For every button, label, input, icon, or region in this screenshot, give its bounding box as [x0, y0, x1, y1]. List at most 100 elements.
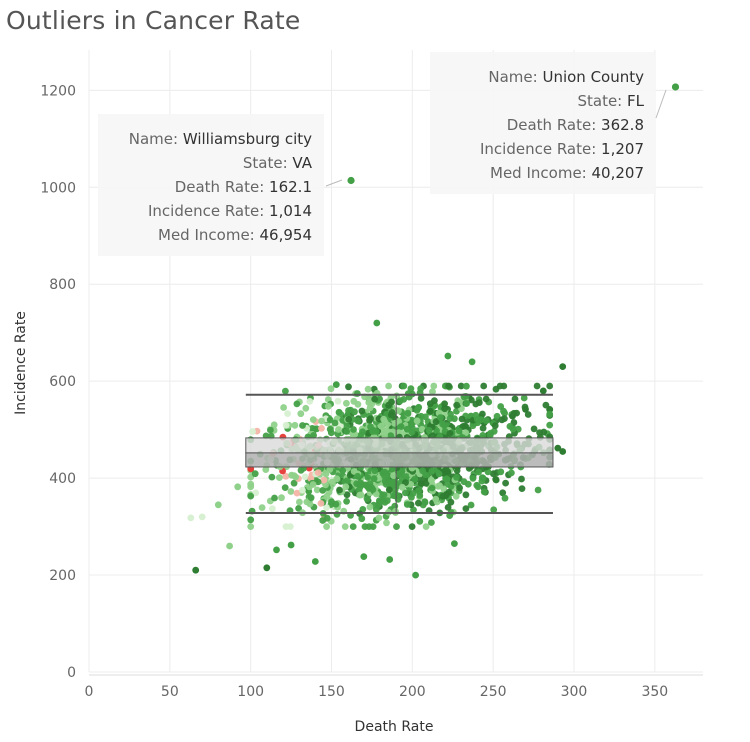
x-tick-label: 150	[318, 684, 345, 700]
data-point	[271, 494, 278, 502]
y-axis-title: Incidence Rate	[13, 311, 29, 415]
data-point	[282, 421, 290, 429]
data-point	[468, 358, 476, 366]
data-point	[371, 395, 379, 403]
data-point	[402, 489, 409, 497]
annotation-key: Name:	[129, 130, 183, 148]
data-point	[364, 385, 372, 393]
data-point	[282, 472, 290, 480]
x-tick-label: 0	[85, 684, 94, 700]
data-point	[366, 503, 374, 511]
data-point	[475, 399, 483, 406]
data-point	[432, 418, 440, 426]
data-point	[361, 523, 369, 530]
data-point	[426, 407, 434, 415]
data-point	[499, 489, 507, 497]
annotation-line: State: VA	[243, 154, 313, 172]
y-tick-label: 1200	[40, 83, 76, 99]
data-point	[546, 410, 554, 418]
data-point	[291, 421, 299, 429]
data-point	[335, 408, 343, 416]
data-point	[314, 478, 322, 486]
data-point	[299, 422, 306, 429]
data-point	[447, 498, 455, 506]
data-point	[486, 431, 494, 439]
data-point	[520, 394, 528, 402]
data-point	[380, 415, 388, 423]
data-point	[324, 402, 332, 410]
data-point	[416, 517, 424, 525]
data-point	[345, 407, 352, 414]
x-tick-label: 350	[641, 684, 668, 700]
data-point	[444, 352, 452, 360]
data-point	[192, 566, 200, 574]
data-point	[391, 420, 399, 427]
data-point	[322, 470, 330, 478]
annotation-key: Death Rate:	[507, 116, 601, 134]
data-point	[480, 488, 488, 496]
data-point	[395, 407, 402, 415]
data-point	[268, 473, 276, 481]
data-point	[363, 495, 371, 503]
data-point	[398, 470, 406, 478]
data-point	[518, 475, 525, 483]
data-point	[336, 486, 343, 494]
data-point	[492, 476, 500, 484]
data-point	[287, 488, 295, 495]
annotation-value: 40,207	[592, 164, 645, 182]
y-tick-label: 200	[49, 568, 76, 584]
data-point	[309, 416, 317, 423]
data-point	[319, 517, 327, 524]
data-point	[249, 428, 256, 435]
annotation-key: Incidence Rate:	[148, 202, 269, 220]
data-point	[313, 486, 321, 494]
data-point	[559, 363, 567, 370]
annotation-key: Incidence Rate:	[480, 140, 601, 158]
data-point	[297, 410, 305, 418]
annotation-line: Incidence Rate: 1,014	[148, 202, 312, 220]
data-point	[353, 480, 361, 488]
data-point	[323, 504, 330, 511]
chart-title: Outliers in Cancer Rate	[6, 6, 301, 35]
data-point	[421, 498, 429, 506]
data-point	[415, 487, 422, 495]
annotation-key: Name:	[488, 68, 542, 86]
box-lower	[245, 452, 554, 468]
data-point	[311, 558, 319, 565]
data-point	[351, 408, 358, 416]
y-tick-label: 800	[49, 277, 76, 293]
data-point	[341, 523, 349, 530]
data-point	[354, 417, 362, 425]
data-point	[368, 484, 375, 491]
annotation-key: State:	[577, 92, 627, 110]
data-point	[398, 483, 406, 491]
data-point	[187, 514, 195, 522]
annotation-line: Name: Union County	[488, 68, 644, 86]
data-point	[500, 407, 507, 415]
data-point	[343, 428, 351, 435]
data-point	[247, 523, 255, 530]
x-axis-title: Death Rate	[355, 719, 434, 735]
data-point	[429, 388, 436, 396]
data-point	[422, 413, 429, 421]
x-tick-label: 200	[399, 684, 426, 700]
outlier-point	[347, 176, 355, 185]
data-point	[380, 491, 388, 499]
annotation-line: Death Rate: 362.8	[507, 116, 644, 134]
data-point	[270, 421, 278, 429]
data-point	[301, 473, 309, 481]
data-point	[267, 426, 274, 434]
data-point	[269, 505, 276, 513]
data-point	[460, 478, 468, 486]
data-point	[314, 469, 322, 476]
data-point	[309, 481, 317, 488]
data-point	[302, 404, 310, 412]
data-point	[370, 475, 378, 482]
outlier-point	[671, 83, 680, 91]
data-point	[451, 540, 458, 547]
annotation-value: 1,207	[601, 140, 644, 158]
data-point	[534, 486, 542, 494]
data-point	[493, 412, 501, 420]
annotation-line: Med Income: 46,954	[158, 226, 312, 244]
